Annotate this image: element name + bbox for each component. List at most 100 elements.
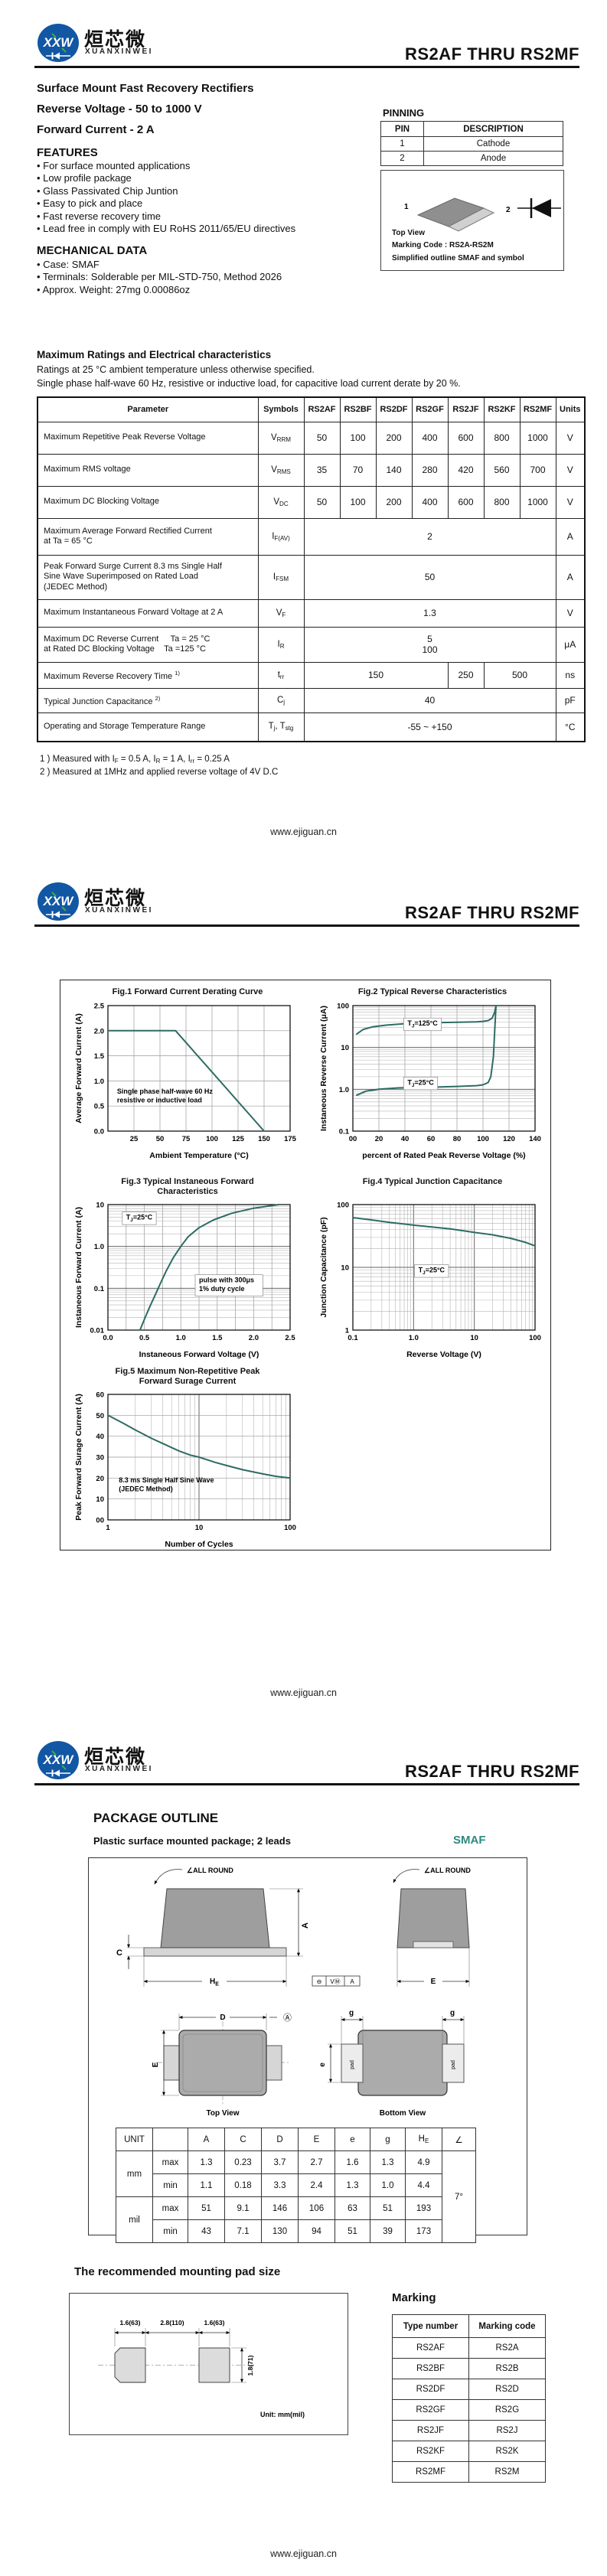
value-cell: 1000 — [519, 485, 556, 519]
svg-text:80: 80 — [453, 1135, 462, 1143]
fig5-block: Fig.5 Maximum Non-Repetitive Peak Forward… — [73, 1367, 302, 1554]
table-cell: Cathode — [423, 136, 563, 152]
svg-text:100: 100 — [477, 1135, 489, 1143]
svg-text:A: A — [350, 1978, 354, 1985]
brand-name-cn: 烜芯微 — [84, 1746, 147, 1768]
logo-mark-icon: XXW — [38, 1741, 79, 1779]
dim-e-label: E — [431, 1978, 436, 1986]
dims-cell: 1.3 — [370, 2150, 406, 2174]
feature-item: • Lead free in comply with EU RoHS 2011/… — [37, 223, 296, 235]
unit-cell: V — [555, 598, 586, 628]
side-view-lead — [143, 1947, 287, 1957]
svg-text:0.5: 0.5 — [94, 1103, 105, 1111]
ratings-row: Maximum Repetitive Peak Reverse Voltage V… — [37, 421, 586, 455]
page-title: RS2AF THRU RS2MF — [404, 903, 579, 922]
footer-url: www.ejiguan.cn — [270, 827, 337, 837]
fig2-block: Fig.2 Typical Reverse Characteristics 00… — [318, 987, 547, 1166]
table-cell: RS2MF — [392, 2461, 469, 2483]
dims-cell: 94 — [298, 2219, 335, 2243]
table-cell: RS2G — [468, 2399, 546, 2421]
feature-item: • Glass Passivated Chip Juntion — [37, 184, 178, 197]
dims-header: E — [298, 2128, 335, 2151]
page-title: RS2AF THRU RS2MF — [404, 44, 579, 64]
parameter-cell: Maximum DC Blocking Voltage — [37, 485, 259, 519]
value-cell: 500 — [483, 661, 556, 689]
symbol-cell: IR — [257, 626, 305, 663]
dims-cell: 193 — [405, 2196, 442, 2220]
parameter-cell: Operating and Storage Temperature Range — [37, 712, 259, 742]
dims-cell: 3.3 — [261, 2173, 299, 2197]
fig4-plot: 0.1 1.0 10 100 1 10 100 Reverse Voltage (V) Junc… — [319, 1202, 541, 1360]
svg-text:Number of Cycles: Number of Cycles — [165, 1540, 233, 1549]
svg-text:0.1: 0.1 — [348, 1334, 358, 1342]
ratings-row: Typical Junction Capacitance 2) Cj 40 pF — [37, 687, 586, 713]
svg-text:TJ=25°C: TJ=25°C — [126, 1214, 153, 1224]
svg-text:50: 50 — [96, 1412, 104, 1420]
brand-name-cn: 烜芯微 — [84, 888, 147, 909]
svg-text:100: 100 — [206, 1135, 218, 1143]
ratings-header: RS2DF — [375, 396, 413, 422]
svg-text:1.0: 1.0 — [94, 1078, 104, 1086]
ratings-row: Maximum Reverse Recovery Time 1) trr 150 25… — [37, 661, 586, 689]
package-variant-label: SMAF — [453, 1834, 486, 1847]
bottom-view-pad-right — [442, 2043, 465, 2083]
table-cell: RS2J — [468, 2420, 546, 2441]
svg-text:25: 25 — [130, 1135, 139, 1143]
dim-g-label: g — [450, 2009, 455, 2017]
dims-cell: 2.7 — [298, 2150, 335, 2174]
svg-text:pulse with 300μs: pulse with 300μs — [199, 1277, 254, 1284]
svg-text:140: 140 — [529, 1135, 541, 1143]
parameter-cell: Typical Junction Capacitance 2) — [37, 687, 259, 713]
dims-cell: 0.18 — [224, 2173, 262, 2197]
dims-header: HE — [405, 2128, 442, 2151]
table-row: 2 Anode — [380, 151, 563, 166]
svg-text:10: 10 — [195, 1524, 204, 1532]
fig4-block: Fig.4 Typical Junction Capacitance 0.1 1.… — [318, 1177, 547, 1365]
svg-text:Peak Forward Surage Current (A: Peak Forward Surage Current (A) — [74, 1394, 83, 1521]
svg-text:(JEDEC Method): (JEDEC Method) — [119, 1485, 173, 1492]
svg-text:50: 50 — [156, 1135, 165, 1143]
ratings-row: Operating and Storage Temperature Range T… — [37, 712, 586, 742]
table-row: 1 Cathode — [380, 136, 563, 152]
forward-current-line: Forward Current - 2 A — [37, 123, 155, 136]
brand-name-cn: 烜芯微 — [84, 29, 147, 51]
fig2-title: Fig.2 Typical Reverse Characteristics — [357, 987, 507, 996]
svg-text:10: 10 — [341, 1264, 349, 1273]
ratings-row: Maximum DC Blocking Voltage VDC 50 100 200 40… — [37, 485, 586, 519]
parameter-cell: Maximum RMS voltage — [37, 453, 259, 487]
svg-text:Instaneous Forward Voltage (V): Instaneous Forward Voltage (V) — [139, 1350, 259, 1359]
ratings-header: RS2KF — [483, 396, 521, 422]
dims-cell: 1.3 — [335, 2173, 370, 2197]
dims-cell: 4.9 — [405, 2150, 442, 2174]
value-cell: 50 — [303, 421, 341, 455]
pad-unit-label: Unit: mm(mil) — [260, 2411, 305, 2418]
side-view-body — [160, 1888, 270, 1948]
footer-url: www.ejiguan.cn — [270, 2548, 337, 2559]
svg-text:1: 1 — [106, 1524, 110, 1532]
ratings-header: Parameter — [37, 396, 259, 422]
svg-text:VⓂ: VⓂ — [330, 1978, 340, 1985]
table-cell: RS2JF — [392, 2420, 469, 2441]
fig1-title: Fig.1 Forward Current Derating Curve — [112, 987, 263, 996]
fig3-title: Fig.3 Typical Instaneous Forward Characte… — [121, 1177, 254, 1196]
table-row: RS2BF RS2B — [392, 2358, 546, 2379]
footer-url: www.ejiguan.cn — [270, 1687, 337, 1698]
top-view-label: Top View — [392, 229, 425, 237]
svg-text:1.5: 1.5 — [212, 1334, 223, 1342]
svg-text:0.1: 0.1 — [94, 1285, 105, 1293]
svg-text:TJ=25°C: TJ=25°C — [419, 1267, 445, 1277]
dims-minmax-cell: min — [152, 2173, 188, 2197]
unit-cell: pF — [555, 687, 586, 713]
svg-text:0.5: 0.5 — [139, 1334, 150, 1342]
parameter-cell: Maximum Average Forward Rectified Curren… — [37, 517, 259, 556]
svg-text:60: 60 — [96, 1391, 104, 1400]
value-cell: -55 ~ +150 — [303, 712, 556, 742]
unit-cell: ns — [555, 661, 586, 689]
svg-text:10: 10 — [96, 1495, 104, 1504]
svg-text:2.0: 2.0 — [94, 1027, 104, 1035]
pad-dim-left: 1.6(63) — [120, 2319, 141, 2327]
dims-cell: 2.4 — [298, 2173, 335, 2197]
package-outline-title: PACKAGE OUTLINE — [93, 1811, 219, 1825]
dims-cell: 51 — [188, 2196, 225, 2220]
